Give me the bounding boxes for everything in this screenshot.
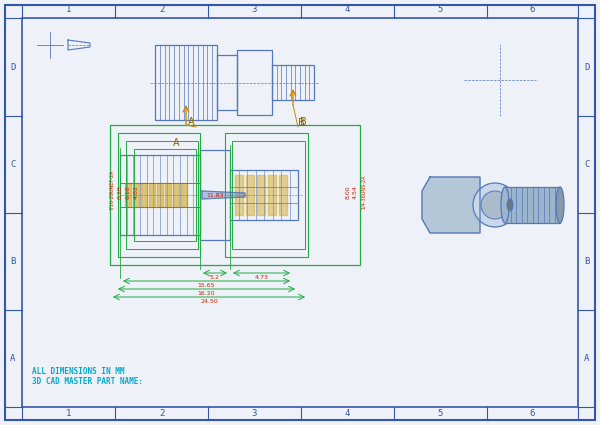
- Text: 1: 1: [66, 410, 71, 419]
- Text: ALL DIMENSIONS IN MM: ALL DIMENSIONS IN MM: [32, 368, 125, 377]
- Bar: [272, 65, 314, 100]
- Text: Superbat: Superbat: [469, 306, 571, 325]
- Text: Superbat: Superbat: [334, 65, 436, 85]
- Text: A: A: [584, 354, 590, 363]
- Ellipse shape: [501, 187, 509, 223]
- Circle shape: [473, 183, 517, 227]
- Text: Superbat: Superbat: [194, 56, 296, 74]
- Text: Superbat: Superbat: [340, 300, 440, 320]
- Text: B: B: [10, 257, 16, 266]
- Text: Superbat: Superbat: [40, 286, 140, 304]
- Text: 15.65: 15.65: [198, 283, 215, 288]
- Text: Superbat: Superbat: [25, 125, 125, 145]
- Text: C: C: [10, 160, 16, 169]
- Text: B: B: [298, 118, 304, 128]
- Text: Superbat: Superbat: [59, 215, 161, 235]
- Text: A: A: [188, 117, 194, 127]
- Text: Superbat: Superbat: [164, 136, 266, 155]
- Text: 5: 5: [438, 410, 443, 419]
- Bar: [230, 170, 298, 220]
- Text: Superbat: Superbat: [304, 145, 406, 164]
- Text: Superbat: Superbat: [55, 45, 155, 65]
- Text: 3: 3: [252, 410, 257, 419]
- Ellipse shape: [507, 199, 513, 211]
- Text: D: D: [584, 62, 590, 71]
- Circle shape: [499, 79, 502, 82]
- Bar: [217, 55, 237, 110]
- Text: 1/4-36UNS-2A: 1/4-36UNS-2A: [361, 175, 365, 209]
- Text: A: A: [173, 138, 179, 148]
- Bar: [237, 50, 272, 115]
- Text: 5: 5: [438, 5, 443, 14]
- Text: 4.54: 4.54: [353, 185, 358, 199]
- Text: 7/16-28UNEF-2A: 7/16-28UNEF-2A: [110, 170, 115, 210]
- Bar: [126, 141, 198, 249]
- Bar: [232, 141, 305, 249]
- Text: 4.73: 4.73: [254, 275, 269, 280]
- Text: Superbat: Superbat: [479, 230, 581, 249]
- Bar: [505, 187, 560, 223]
- Text: 1: 1: [66, 5, 71, 14]
- Text: C: C: [584, 160, 590, 169]
- Bar: [134, 149, 196, 241]
- Text: Superbat: Superbat: [190, 295, 290, 314]
- Text: 6: 6: [530, 5, 535, 14]
- Circle shape: [481, 191, 509, 219]
- Text: 24.50: 24.50: [200, 299, 218, 304]
- Text: 6: 6: [530, 410, 535, 419]
- Text: B: B: [584, 257, 590, 266]
- Text: Superbat: Superbat: [209, 221, 311, 240]
- Text: Superbat: Superbat: [445, 156, 545, 175]
- Bar: [110, 125, 360, 265]
- Text: A: A: [10, 354, 16, 363]
- Text: 5.2: 5.2: [210, 275, 220, 280]
- Text: 2: 2: [159, 5, 164, 14]
- Bar: [120, 155, 200, 235]
- Text: 11.83: 11.83: [206, 193, 224, 198]
- Text: 4: 4: [345, 5, 350, 14]
- Text: Superbat: Superbat: [460, 76, 560, 94]
- Polygon shape: [422, 177, 480, 233]
- Text: 2: 2: [159, 410, 164, 419]
- Text: 8.00: 8.00: [346, 185, 350, 199]
- Polygon shape: [202, 191, 245, 199]
- Ellipse shape: [556, 187, 564, 223]
- Text: 4: 4: [345, 410, 350, 419]
- Text: D: D: [10, 62, 16, 71]
- Text: 6.10: 6.10: [125, 185, 131, 199]
- Bar: [200, 150, 230, 240]
- Bar: [118, 133, 200, 257]
- Text: 3D CAD MASTER PART NAME:: 3D CAD MASTER PART NAME:: [32, 377, 143, 386]
- Text: B: B: [299, 117, 307, 127]
- Text: 8.28: 8.28: [118, 185, 122, 199]
- Text: 3: 3: [252, 5, 257, 14]
- Text: 4.82: 4.82: [133, 185, 139, 199]
- Text: 16.20: 16.20: [197, 291, 215, 296]
- Bar: [225, 133, 308, 257]
- Bar: [155, 45, 217, 120]
- Text: Superbat: Superbat: [364, 226, 466, 244]
